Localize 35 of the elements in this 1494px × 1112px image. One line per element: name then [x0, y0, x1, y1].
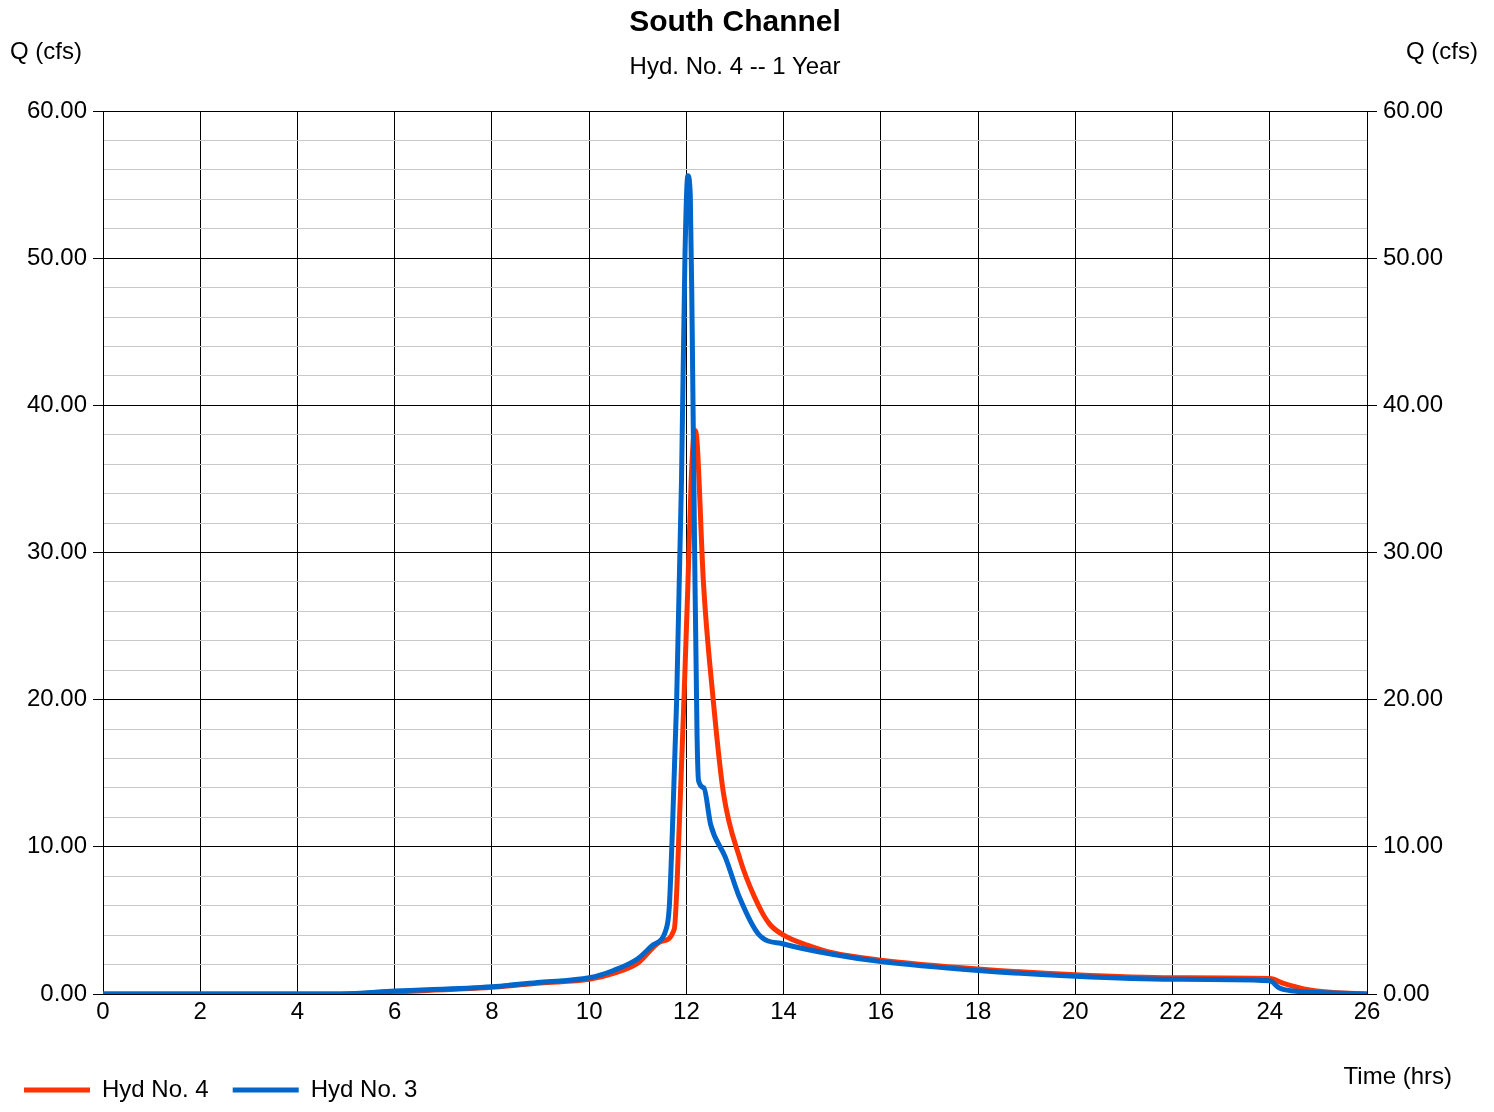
y-tick-label: 60.00 — [26, 95, 87, 123]
legend-label: Hyd No. 3 — [310, 1074, 418, 1102]
y2-tick-label: 40.00 — [1383, 389, 1444, 417]
y-tick-label: 50.00 — [26, 242, 87, 270]
y2-tick-label: 20.00 — [1383, 684, 1444, 712]
x-tick-label: 8 — [485, 997, 499, 1025]
chart-subtitle: Hyd. No. 4 -- 1 Year — [629, 52, 841, 79]
y2-tick-label: 50.00 — [1383, 242, 1444, 270]
x-tick-label: 26 — [1353, 997, 1381, 1025]
y-axis-title: Q (cfs) — [10, 37, 82, 65]
y-tick-label: 30.00 — [26, 537, 87, 565]
x-tick-label: 14 — [770, 997, 797, 1025]
y-tick-label: 10.00 — [26, 831, 87, 859]
x-tick-label: 2 — [193, 997, 207, 1025]
x-tick-label: 4 — [290, 997, 305, 1025]
x-tick-label: 12 — [673, 997, 700, 1025]
legend-label: Hyd No. 4 — [102, 1074, 209, 1102]
x-axis-title: Time (hrs) — [1343, 1062, 1452, 1090]
x-tick-label: 22 — [1159, 997, 1186, 1025]
y2-tick-label: 10.00 — [1383, 831, 1444, 859]
y-tick-label: 40.00 — [26, 389, 87, 417]
y2-axis-title: Q (cfs) — [1406, 37, 1478, 65]
y-tick-label: 20.00 — [26, 684, 87, 712]
x-tick-label: 18 — [964, 997, 992, 1025]
x-tick-label: 0 — [96, 997, 110, 1025]
y2-tick-label: 60.00 — [1383, 95, 1444, 123]
y-tick-label: 0.00 — [40, 978, 87, 1006]
y2-tick-label: 30.00 — [1383, 537, 1444, 565]
y2-tick-label: 0.00 — [1383, 978, 1430, 1006]
x-tick-label: 10 — [575, 997, 603, 1025]
x-tick-label: 20 — [1061, 997, 1089, 1025]
chart-title: South Channel — [628, 4, 842, 38]
x-tick-label: 6 — [388, 997, 402, 1025]
x-tick-label: 16 — [867, 997, 895, 1025]
x-tick-label: 24 — [1256, 997, 1284, 1025]
